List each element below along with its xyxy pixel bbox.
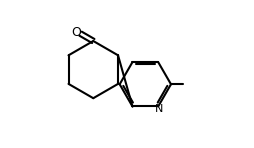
Text: O: O — [72, 26, 82, 40]
Text: N: N — [155, 104, 164, 114]
